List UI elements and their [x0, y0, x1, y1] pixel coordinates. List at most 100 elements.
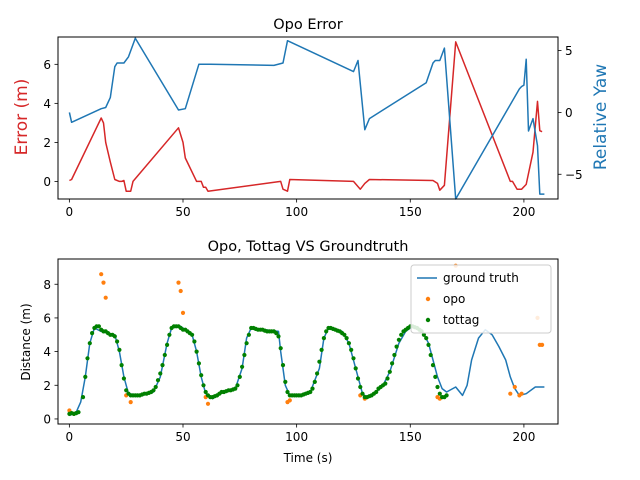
data-point-tottag: [433, 374, 438, 379]
x-tick-label: 50: [175, 205, 190, 219]
data-point-tottag: [196, 361, 201, 366]
data-point-tottag: [162, 352, 167, 358]
data-point-tottag: [124, 388, 129, 393]
plot-frame: [57, 258, 559, 425]
legend-label-tottag: tottag: [443, 313, 479, 327]
data-point-tottag: [319, 347, 324, 352]
data-point-tottag: [387, 369, 392, 374]
data-point-tottag: [233, 386, 238, 391]
data-point-tottag: [167, 332, 172, 337]
y2-tick-label: 5: [565, 44, 573, 58]
data-point-tottag: [351, 356, 356, 361]
series-line-series-0: [69, 41, 543, 192]
data-point-tottag: [115, 339, 120, 344]
data-point-opo: [508, 391, 513, 396]
data-point-tottag: [383, 381, 388, 386]
x-tick-label: 150: [399, 205, 422, 219]
data-point-tottag: [276, 334, 281, 339]
x-tick-label: 200: [512, 430, 535, 444]
data-point-tottag: [310, 386, 315, 391]
data-point-tottag: [308, 389, 313, 395]
opo-error-chart: Opo Error Error (m) Relative Yaw 0 50 100 1…: [12, 17, 611, 219]
legend-box: [410, 264, 552, 334]
data-point-tottag: [237, 374, 242, 379]
data-point-tottag: [353, 366, 358, 371]
legend-swatch-tottag: [425, 317, 431, 323]
data-point-tottag: [246, 332, 251, 337]
data-point-tottag: [421, 332, 426, 337]
data-point-tottag: [392, 352, 397, 358]
series-layer: [67, 263, 545, 417]
x-tick-label: 200: [512, 205, 535, 219]
x-tick-label: 0: [66, 430, 74, 444]
y-tick-label: 6: [43, 311, 51, 325]
data-point-tottag: [117, 347, 122, 352]
data-point-tottag: [190, 332, 195, 337]
data-point-tottag: [155, 378, 161, 383]
data-point-tottag: [424, 336, 429, 341]
data-point-tottag: [344, 336, 349, 341]
data-point-tottag: [278, 346, 283, 351]
data-point-opo: [180, 310, 186, 315]
data-point-tottag: [201, 383, 206, 388]
y-tick-label: 2: [43, 379, 51, 393]
data-point-tottag: [80, 395, 86, 400]
legend-label-opo: opo: [443, 292, 465, 306]
data-point-opo: [519, 391, 524, 396]
chart-title: Opo, Tottag VS Groundtruth: [208, 239, 409, 255]
data-point-tottag: [324, 329, 329, 334]
data-point-tottag: [194, 349, 199, 354]
data-point-tottag: [399, 332, 404, 337]
x-tick-label: 50: [175, 430, 190, 444]
data-point-tottag: [437, 391, 442, 396]
data-point-tottag: [244, 341, 249, 346]
x-tick-label: 150: [399, 430, 422, 444]
data-point-tottag: [153, 384, 158, 390]
data-point-tottag: [199, 373, 204, 378]
chart-title: Opo Error: [273, 17, 342, 33]
data-point-opo: [178, 288, 183, 294]
data-point-opo: [540, 342, 545, 347]
data-point-tottag: [235, 383, 240, 388]
data-point-tottag: [355, 376, 361, 381]
data-point-tottag: [151, 388, 156, 393]
tick-layer: 0 50 100 150 200 0 2 4 6 8: [43, 278, 535, 444]
y2-tick-label: −5: [565, 168, 583, 182]
series-layer: [68, 37, 545, 200]
data-point-tottag: [87, 341, 92, 346]
data-point-tottag: [83, 374, 88, 379]
data-point-tottag: [240, 364, 245, 369]
data-point-tottag: [165, 342, 170, 347]
data-point-tottag: [315, 371, 320, 376]
data-point-tottag: [444, 393, 449, 398]
data-point-tottag: [428, 352, 433, 358]
y-tick-label: 0: [43, 175, 51, 189]
y-axis-label-left: Error (m): [12, 79, 32, 156]
legend-swatch-opo: [425, 296, 431, 302]
y-tick-label: 8: [43, 278, 51, 292]
data-point-tottag: [280, 363, 286, 368]
y-tick-label: 6: [43, 58, 51, 72]
data-point-opo: [101, 280, 106, 285]
data-point-tottag: [192, 339, 197, 344]
data-point-tottag: [312, 379, 317, 384]
data-point-opo: [205, 401, 211, 406]
y-tick-label: 4: [43, 97, 51, 111]
data-point-tottag: [360, 391, 365, 396]
y-tick-label: 0: [43, 412, 51, 426]
data-point-opo: [512, 384, 517, 390]
x-tick-label: 100: [285, 205, 308, 219]
y-tick-label: 4: [43, 345, 51, 359]
y-axis-label: Distance (m): [19, 303, 33, 380]
data-point-tottag: [203, 389, 208, 395]
plot-frame: [57, 36, 559, 200]
data-point-tottag: [349, 347, 354, 352]
series-line-series-1: [68, 37, 545, 200]
data-point-tottag: [242, 352, 247, 358]
data-point-tottag: [85, 356, 90, 361]
data-point-opo: [176, 280, 181, 285]
y-tick-label: 2: [43, 136, 51, 150]
data-point-tottag: [426, 342, 431, 347]
